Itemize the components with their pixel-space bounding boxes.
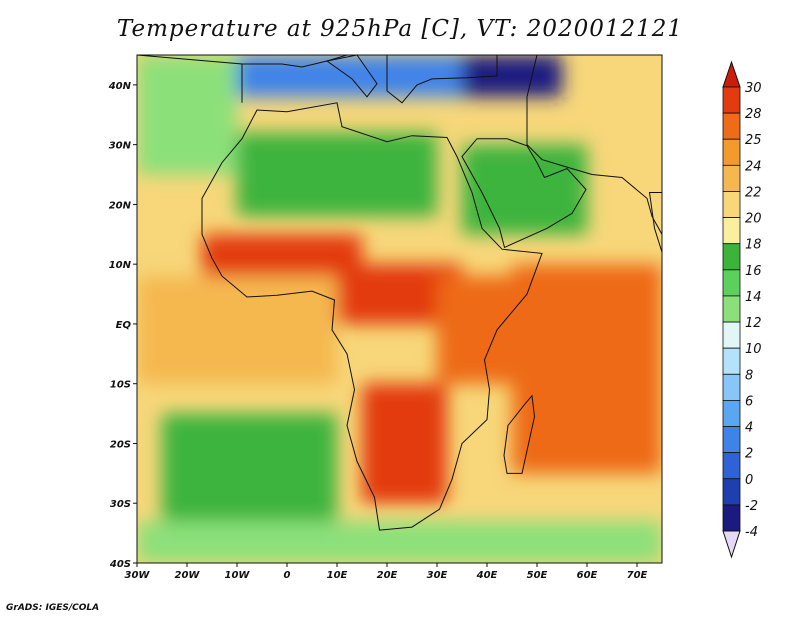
colorbar-label: 25 bbox=[745, 133, 762, 148]
y-tick-label: 10N bbox=[109, 260, 132, 271]
colorbar-top-arrow bbox=[722, 60, 741, 88]
colorbar-label: 4 bbox=[745, 421, 753, 436]
y-tick-label: 20S bbox=[110, 439, 131, 450]
colorbar-swatch bbox=[722, 295, 741, 323]
colorbar-label: -2 bbox=[745, 499, 758, 514]
colorbar-label: 12 bbox=[745, 316, 762, 331]
colorbar-swatch bbox=[722, 321, 741, 349]
y-tick-label: 20N bbox=[109, 200, 132, 211]
colorbar-swatch bbox=[722, 504, 741, 532]
colorbar-bottom-arrow bbox=[722, 530, 741, 559]
x-tick-label: 10W bbox=[225, 570, 251, 581]
field-region bbox=[137, 276, 337, 384]
plot-frame bbox=[136, 54, 663, 564]
colorbar-swatch bbox=[722, 452, 741, 480]
y-tick-label: 10S bbox=[110, 380, 131, 391]
colorbar-swatch bbox=[722, 269, 741, 297]
y-tick-label: EQ bbox=[116, 320, 132, 331]
colorbar-swatch bbox=[722, 86, 741, 114]
field-region bbox=[202, 234, 362, 277]
coastline bbox=[526, 55, 662, 236]
colorbar-label: 0 bbox=[745, 473, 753, 488]
colorbar-label: 6 bbox=[745, 394, 753, 409]
x-tick-label: 60E bbox=[577, 570, 598, 581]
colorbar-label: 14 bbox=[745, 290, 762, 305]
colorbar-label: -4 bbox=[745, 525, 758, 540]
x-tick-label: 20E bbox=[377, 570, 398, 581]
x-tick-label: 40E bbox=[476, 570, 498, 581]
temperature-field bbox=[137, 55, 662, 563]
field-region bbox=[512, 264, 662, 474]
colorbar-label: 8 bbox=[745, 368, 753, 383]
x-tick-label: 0 bbox=[284, 570, 291, 581]
field-region bbox=[137, 55, 237, 175]
field-region bbox=[237, 55, 462, 97]
colorbar-swatch bbox=[722, 347, 741, 375]
field-region bbox=[362, 383, 447, 504]
colorbar-label: 16 bbox=[745, 264, 762, 279]
field-region bbox=[462, 144, 587, 235]
x-tick-label: 30W bbox=[125, 570, 151, 581]
colorbar-swatch bbox=[722, 112, 741, 140]
coastline bbox=[648, 192, 662, 253]
colorbar-swatch bbox=[722, 400, 741, 427]
colorbar-label: 28 bbox=[745, 107, 762, 122]
colorbar-label: 2 bbox=[745, 447, 753, 462]
colorbar-label: 10 bbox=[745, 342, 762, 357]
colorbar-label: 20 bbox=[745, 212, 762, 227]
field-region bbox=[237, 132, 437, 217]
x-axis: 30W 20W 10W 0 10E 20E 30E 40E 50E 60E 70E bbox=[125, 563, 648, 581]
colorbar-swatch bbox=[722, 138, 741, 166]
colorbar-label: 18 bbox=[745, 238, 762, 253]
colorbar-swatch bbox=[722, 243, 741, 271]
field-region bbox=[137, 521, 662, 563]
colorbar-swatch bbox=[722, 426, 741, 454]
colorbar-swatch bbox=[722, 164, 741, 192]
chart-title: Temperature at 925hPa [C], VT: 202001212… bbox=[116, 16, 684, 42]
colorbar-label: 30 bbox=[745, 81, 762, 96]
x-tick-label: 10E bbox=[327, 570, 348, 581]
colorbar-swatch bbox=[722, 373, 741, 401]
colorbar-label: 24 bbox=[745, 159, 762, 174]
x-tick-label: 50E bbox=[527, 570, 548, 581]
x-tick-label: 20W bbox=[175, 570, 201, 581]
field-region bbox=[162, 413, 337, 534]
y-tick-label: 30N bbox=[109, 141, 132, 152]
coastline bbox=[461, 138, 587, 249]
y-tick-label: 40N bbox=[108, 81, 132, 92]
field-region bbox=[462, 55, 562, 97]
coastline bbox=[386, 55, 498, 104]
x-tick-label: 30E bbox=[427, 570, 448, 581]
colorbar-swatch bbox=[722, 217, 741, 245]
coastlines bbox=[137, 55, 662, 531]
colorbar-label: 22 bbox=[745, 185, 762, 200]
colorbar-swatch bbox=[722, 478, 741, 506]
field-region bbox=[437, 276, 512, 384]
y-tick-label: 30S bbox=[110, 499, 131, 510]
colorbar-swatch bbox=[722, 191, 741, 218]
y-axis: 40N 30N 20N 10N EQ 10S 20S 30S 40S bbox=[108, 81, 137, 570]
coastline bbox=[325, 55, 378, 98]
x-tick-label: 70E bbox=[627, 570, 648, 581]
coastline bbox=[201, 102, 543, 531]
credit-label: GrADS: IGES/COLA bbox=[6, 603, 100, 613]
y-tick-label: 40S bbox=[109, 559, 131, 570]
coastline bbox=[503, 394, 536, 474]
